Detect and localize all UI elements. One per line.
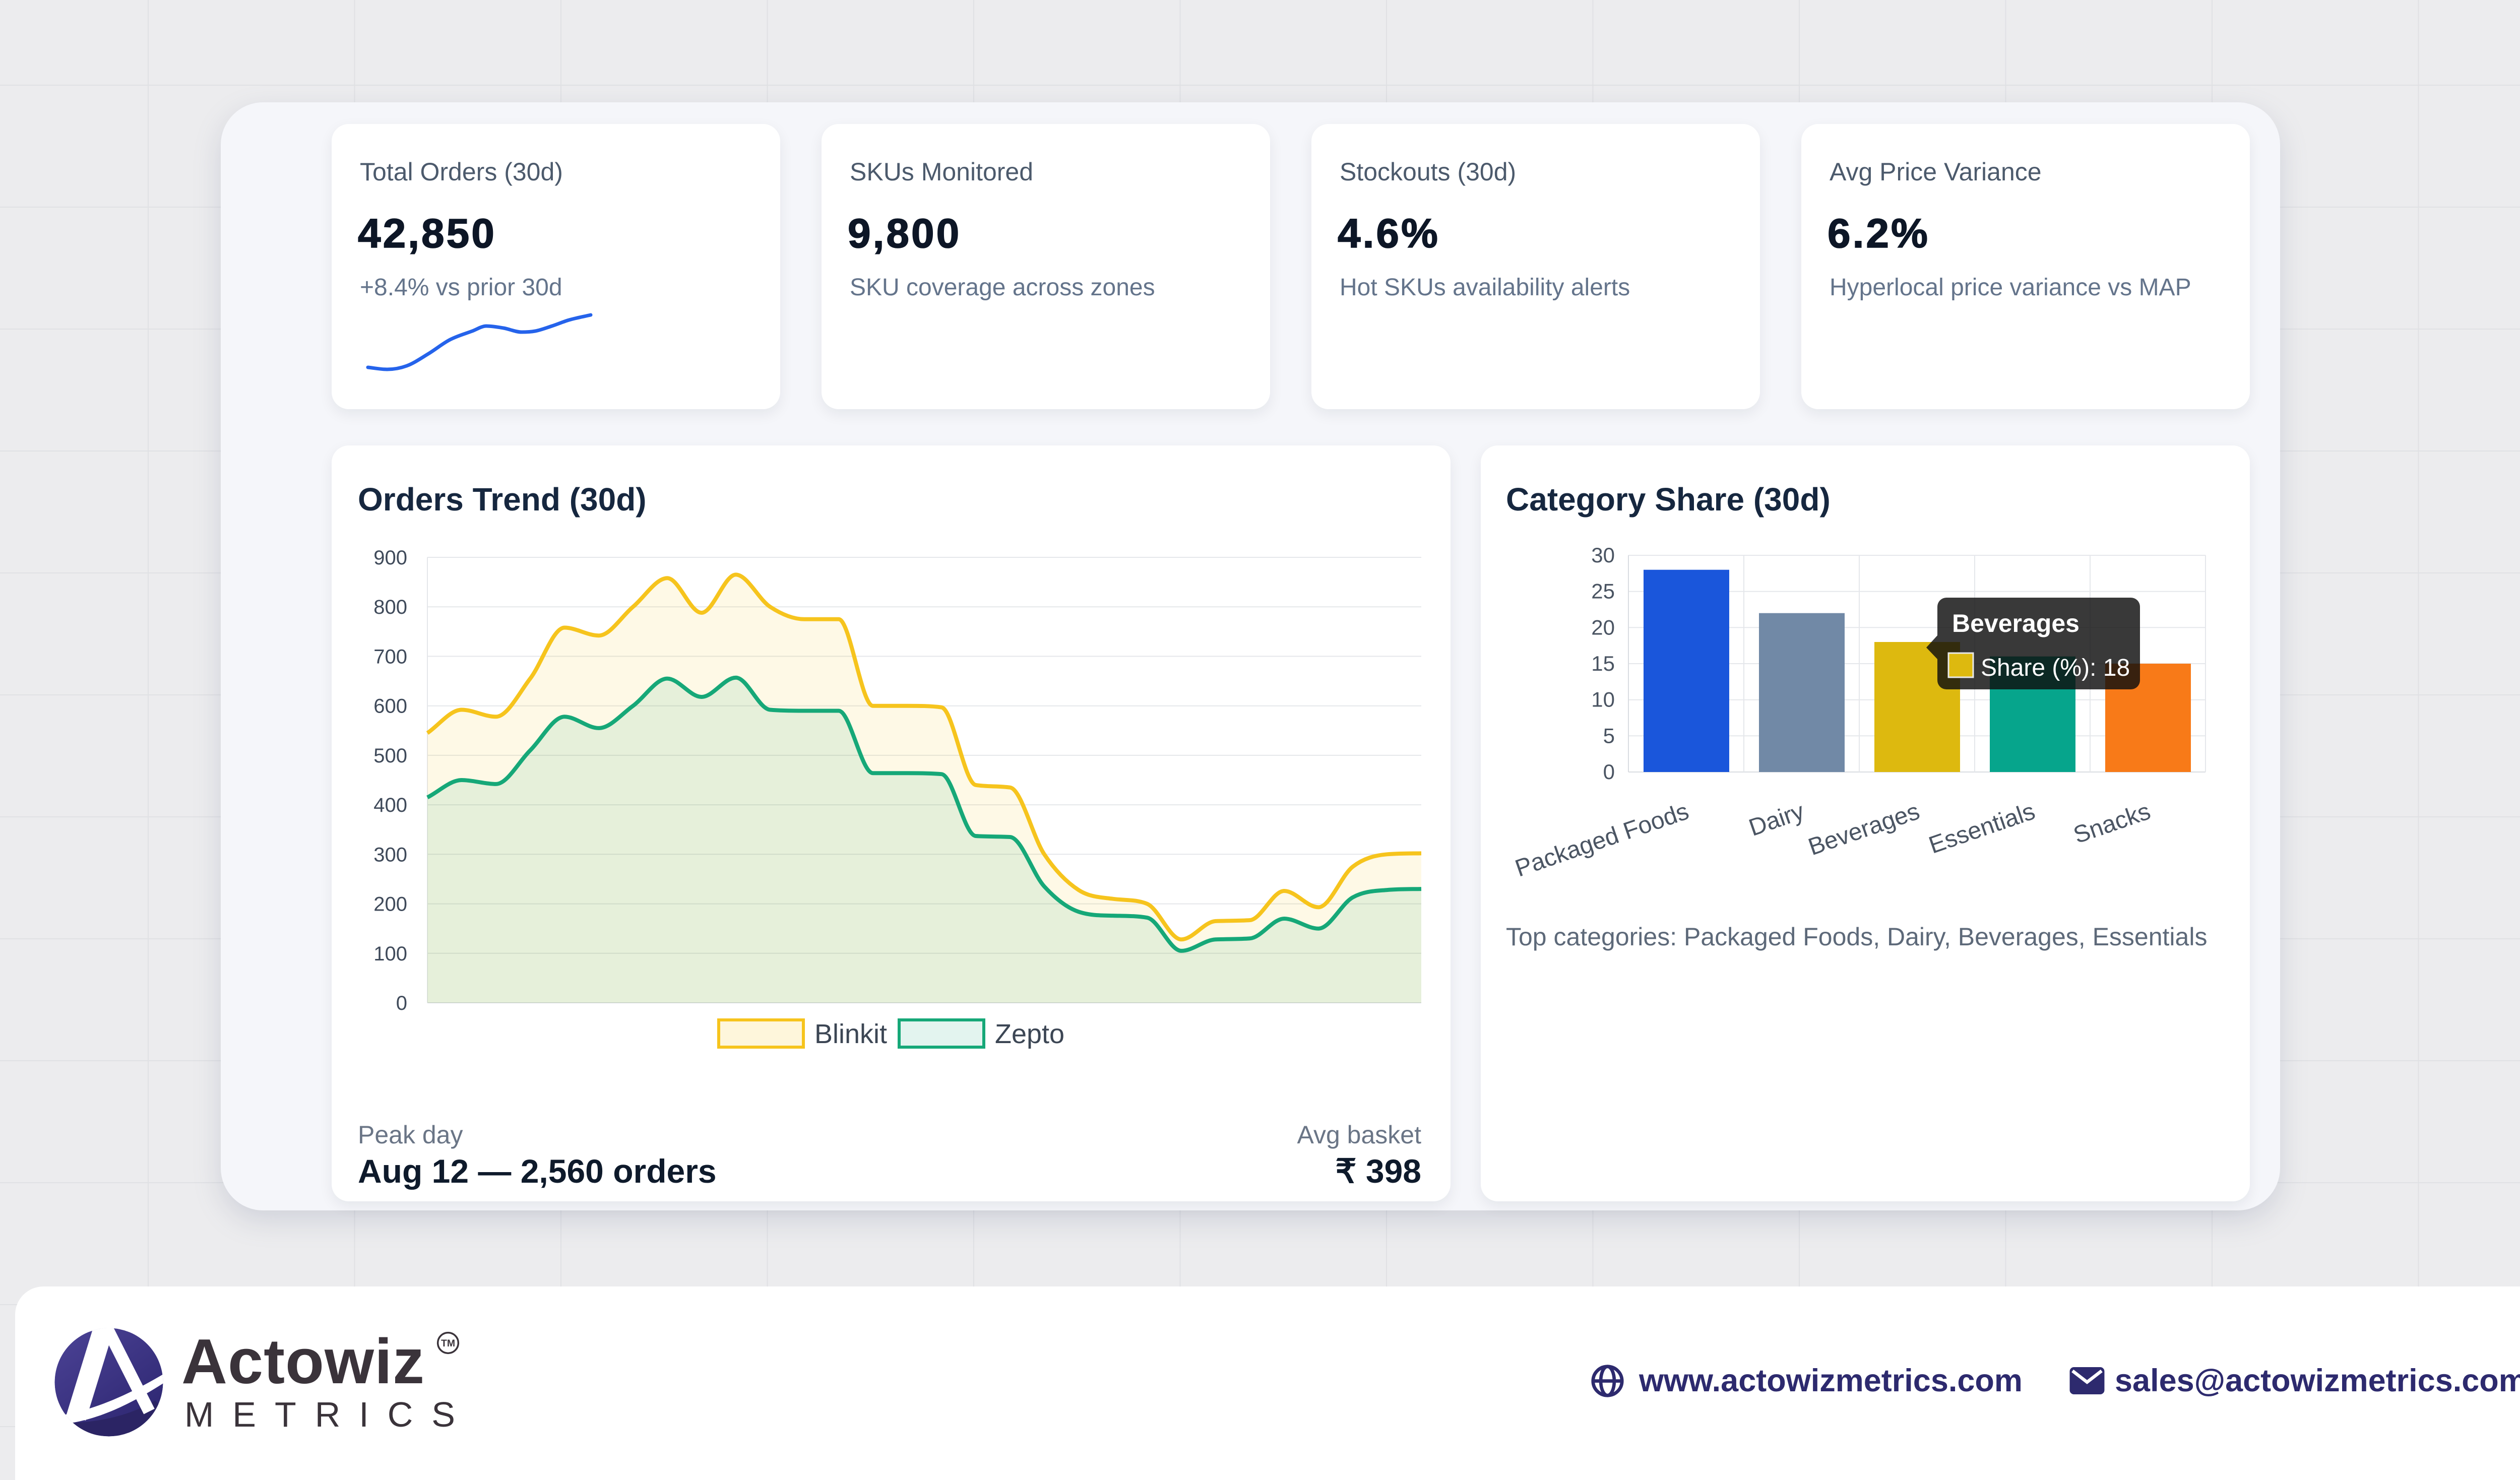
- svg-text:Beverages: Beverages: [1805, 798, 1923, 861]
- svg-text:Beverages: Beverages: [1952, 609, 2080, 637]
- svg-text:500: 500: [373, 745, 407, 767]
- svg-text:300: 300: [373, 844, 407, 866]
- svg-text:Avg basket: Avg basket: [1297, 1121, 1422, 1149]
- svg-text:15: 15: [1591, 652, 1615, 675]
- svg-text:900: 900: [373, 547, 407, 569]
- svg-text:₹ 398: ₹ 398: [1336, 1152, 1421, 1190]
- svg-text:600: 600: [373, 695, 407, 718]
- svg-text:800: 800: [373, 596, 407, 618]
- svg-text:Snacks: Snacks: [2070, 798, 2154, 849]
- svg-text:100: 100: [373, 943, 407, 965]
- svg-text:Essentials: Essentials: [1925, 798, 2038, 859]
- svg-text:Peak day: Peak day: [358, 1121, 463, 1149]
- svg-text:25: 25: [1591, 580, 1615, 603]
- svg-text:Zepto: Zepto: [995, 1019, 1064, 1049]
- svg-text:Share (%): 18: Share (%): 18: [1981, 655, 2130, 681]
- svg-text:Blinkit: Blinkit: [814, 1019, 887, 1049]
- svg-text:700: 700: [373, 646, 407, 668]
- svg-text:30: 30: [1591, 543, 1615, 567]
- svg-text:TM: TM: [441, 1338, 455, 1349]
- svg-text:Top categories: Packaged Foods: Top categories: Packaged Foods, Dairy, B…: [1506, 923, 2207, 951]
- svg-text:Dairy: Dairy: [1745, 798, 1807, 842]
- svg-text:20: 20: [1591, 615, 1615, 639]
- svg-text:0: 0: [1603, 760, 1615, 784]
- svg-text:0: 0: [396, 992, 407, 1014]
- svg-text:Category Share (30d): Category Share (30d): [1506, 481, 1831, 518]
- svg-text:400: 400: [373, 794, 407, 816]
- svg-text:5: 5: [1603, 724, 1615, 747]
- svg-text:Orders Trend (30d): Orders Trend (30d): [358, 481, 647, 518]
- svg-text:200: 200: [373, 893, 407, 916]
- svg-text:Aug 12 — 2,560 orders: Aug 12 — 2,560 orders: [358, 1152, 717, 1190]
- svg-text:Packaged Foods: Packaged Foods: [1512, 798, 1692, 882]
- svg-text:10: 10: [1591, 688, 1615, 712]
